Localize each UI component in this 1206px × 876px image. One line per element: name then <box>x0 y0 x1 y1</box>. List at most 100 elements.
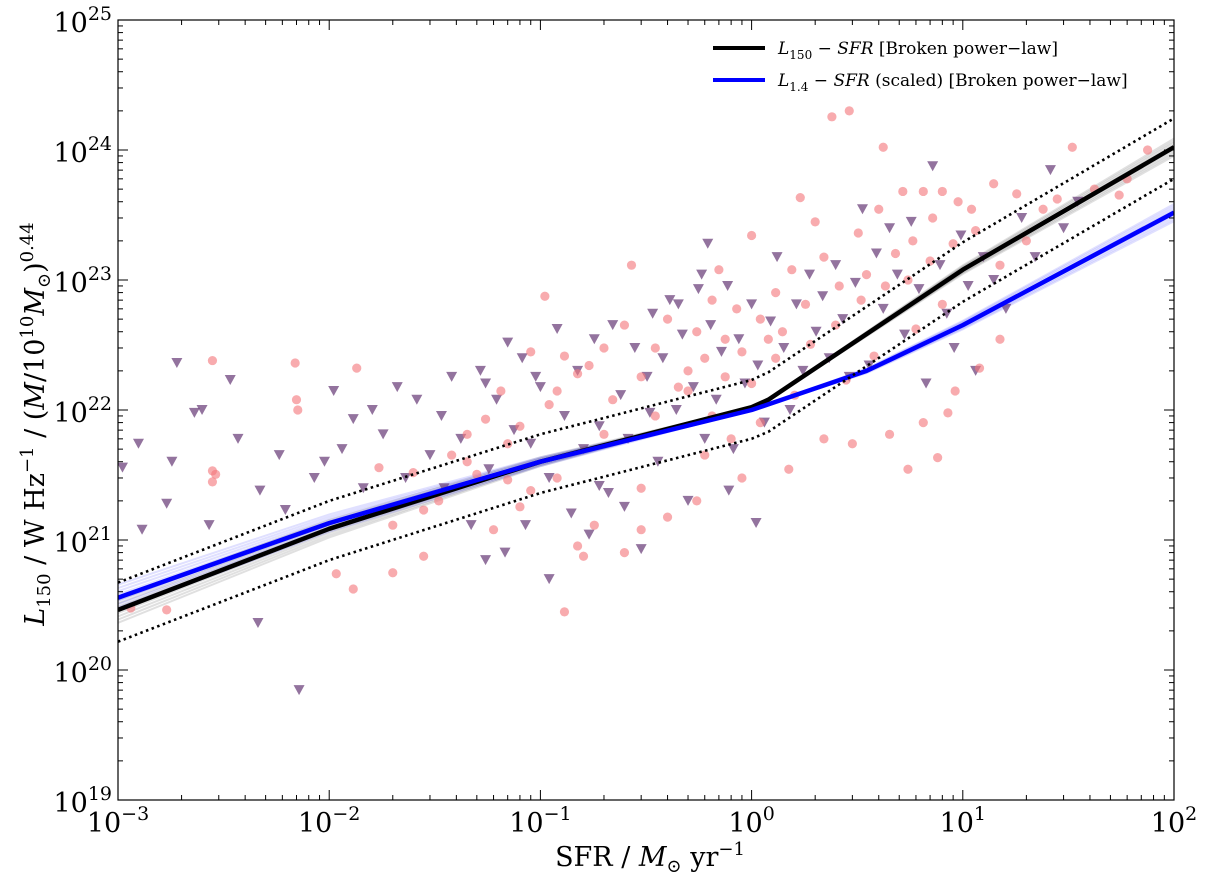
upper-limit-point <box>347 414 359 425</box>
upper-limit-point <box>877 303 889 314</box>
detection-point <box>626 260 637 270</box>
upper-limit-point <box>664 295 676 306</box>
detection-point <box>673 382 683 392</box>
detection-point <box>636 525 646 535</box>
legend-2-sub: 1.4 <box>789 80 808 94</box>
detection-point <box>771 353 781 363</box>
detection-point <box>737 347 747 357</box>
detection-point <box>544 400 554 410</box>
detection-point <box>472 469 482 479</box>
legend-1-desc: [Broken power−law] <box>874 39 1058 59</box>
x-tick-exp: 1 <box>974 803 986 825</box>
upper-limit-point <box>934 260 946 271</box>
upper-limit-point <box>188 407 200 418</box>
fit-sample-line <box>118 205 1174 589</box>
detection-point <box>1038 204 1048 214</box>
detection-point <box>700 450 710 460</box>
x-label-pre: SFR / <box>555 842 639 873</box>
y-label-p1-sub: 150 <box>34 573 55 607</box>
detection-point <box>503 475 513 485</box>
scatter-bound-line <box>118 117 1174 584</box>
upper-limit-point <box>565 508 577 519</box>
upper-limit-markers <box>118 161 1084 696</box>
detection-point <box>692 327 702 337</box>
upper-limit-point <box>516 353 528 364</box>
upper-limit-point <box>723 485 735 496</box>
x-tick-label: 10−2 <box>298 803 360 839</box>
scatter-bound-line <box>118 177 1174 643</box>
detection-point <box>462 429 472 439</box>
detection-point <box>890 248 901 259</box>
detection-point <box>434 496 444 506</box>
detection-point <box>599 429 609 439</box>
x-tick-label: 101 <box>940 803 986 839</box>
upper-limit-point <box>657 353 669 364</box>
detection-point <box>291 395 302 405</box>
x-tick-base: 10 <box>87 808 121 839</box>
detection-point <box>636 372 646 382</box>
fit-line <box>118 145 1174 613</box>
detection-point <box>1052 194 1062 204</box>
legend-2-extra: (scaled) <box>870 71 943 91</box>
y-tick-label: 1023 <box>53 263 112 299</box>
y-tick-label: 1025 <box>53 3 112 39</box>
upper-limit-point <box>534 382 546 393</box>
detection-point <box>819 434 829 444</box>
y-tick-base: 10 <box>53 658 87 689</box>
x-tick-exp: 0 <box>763 803 775 825</box>
detection-point <box>747 378 757 389</box>
detection-point <box>683 366 693 376</box>
y-label-p2: / W Hz <box>20 473 51 573</box>
x-tick-label: 100 <box>728 803 774 839</box>
detection-point <box>869 351 879 361</box>
upper-limit-point <box>722 280 734 291</box>
detection-point <box>552 473 562 483</box>
upper-limit-point <box>543 574 555 585</box>
upper-limit-point <box>692 284 704 295</box>
fit-sample-line <box>118 137 1174 598</box>
detection-point <box>692 496 702 506</box>
detection-point <box>937 299 947 309</box>
detection-point <box>619 547 630 558</box>
x-tick-base: 10 <box>298 808 332 839</box>
upper-limit-point <box>424 450 436 461</box>
legend-label-2: L1.4 − SFR (scaled) [Broken power−law] <box>777 71 1128 94</box>
y-axis-label: L150 / W Hz−1 / (M/1010M⊙)0.44 <box>17 222 55 626</box>
legend-label-1: L150 − SFR [Broken power−law] <box>777 39 1058 62</box>
upper-limit-point <box>765 316 777 327</box>
x-tick-label: 10−1 <box>509 803 571 839</box>
detection-point <box>496 386 506 396</box>
upper-limit-point <box>519 520 531 531</box>
detection-point <box>810 217 820 227</box>
y-tick-exp: 19 <box>88 783 112 805</box>
detection-point <box>747 230 757 241</box>
x-tick-base: 10 <box>728 808 762 839</box>
upper-limit-point <box>696 269 708 280</box>
upper-limit-point <box>499 547 511 558</box>
x-tick-label: 10−3 <box>87 803 149 839</box>
upper-limit-point <box>1000 303 1012 314</box>
upper-limit-point <box>171 357 183 368</box>
upper-limit-point <box>672 299 684 310</box>
upper-limit-point <box>607 320 619 331</box>
upper-limit-point <box>224 375 236 386</box>
detection-point <box>995 334 1005 344</box>
detection-point <box>884 429 895 439</box>
upper-limit-point <box>391 382 403 393</box>
upper-limit-point <box>810 326 822 337</box>
upper-limit-point <box>543 472 555 483</box>
detection-point <box>720 334 730 344</box>
upper-limit-point <box>293 685 305 696</box>
upper-limit-point <box>366 405 378 415</box>
x-tick-base: 10 <box>509 808 543 839</box>
upper-limit-point <box>273 450 285 461</box>
detection-point <box>352 363 362 373</box>
upper-limit-point <box>955 230 967 241</box>
upper-limit-point <box>336 444 348 455</box>
upper-limit-point <box>804 269 816 280</box>
detection-point <box>861 270 872 280</box>
upper-limit-point <box>927 161 939 172</box>
upper-limit-point <box>252 617 264 628</box>
upper-limit-point <box>583 529 595 540</box>
detection-point <box>948 239 958 249</box>
